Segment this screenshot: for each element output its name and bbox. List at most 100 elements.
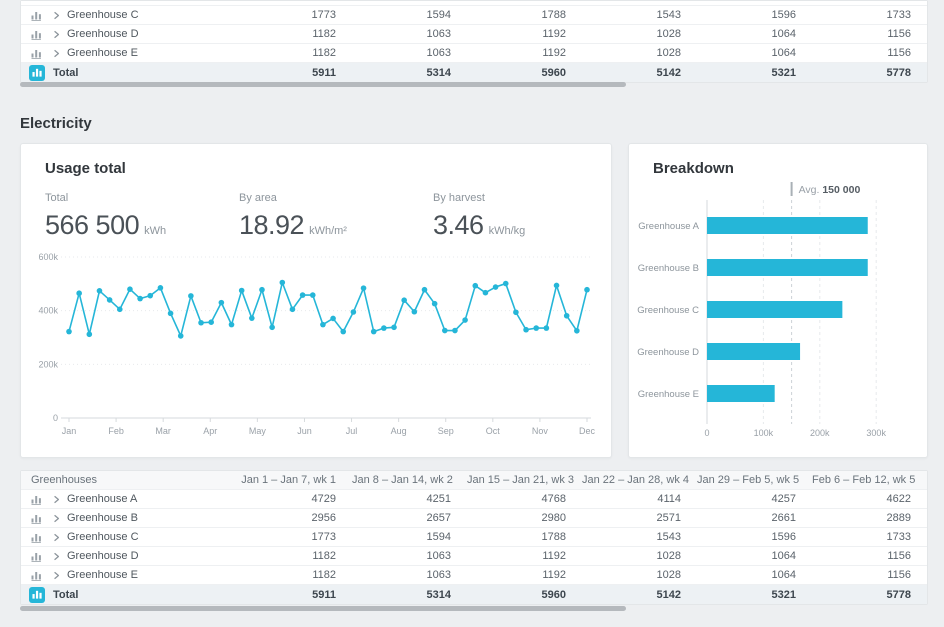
row-name-cell: Greenhouse D bbox=[21, 547, 237, 565]
card-title: Breakdown bbox=[653, 160, 734, 177]
stat-label: By harvest bbox=[433, 192, 485, 204]
chevron-right-icon[interactable] bbox=[52, 30, 61, 39]
chevron-right-icon[interactable] bbox=[52, 495, 61, 504]
table-cell: 1063 bbox=[426, 47, 451, 59]
chevron-right-icon[interactable] bbox=[52, 552, 61, 561]
row-name-cell: Total bbox=[21, 586, 237, 604]
svg-text:Greenhouse B: Greenhouse B bbox=[638, 263, 699, 274]
table-cell: 1182 bbox=[312, 550, 336, 562]
stat-unit: kWh/kg bbox=[488, 225, 526, 237]
bar-chart-icon[interactable] bbox=[31, 493, 43, 505]
svg-text:Dec: Dec bbox=[579, 426, 596, 436]
usage-line-chart[interactable]: 0 200k 400k 600k Jan Feb Mar Apr May Jun Jul Aug Sep… bbox=[21, 244, 613, 444]
total-label: Total bbox=[53, 66, 79, 79]
bar-chart-icon[interactable] bbox=[29, 586, 45, 603]
bar-greenhouse-a[interactable] bbox=[707, 217, 868, 234]
bar-chart-icon[interactable] bbox=[31, 569, 43, 581]
table-cell: 1063 bbox=[426, 569, 451, 581]
svg-text:0: 0 bbox=[704, 428, 709, 438]
column-header-greenhouses[interactable]: Greenhouses bbox=[31, 474, 98, 486]
stat-value: 18.92 kWh/m² bbox=[239, 210, 347, 240]
column-header-week[interactable]: Jan 15 – Jan 21, wk 3 bbox=[467, 474, 575, 486]
table-cell: 4729 bbox=[311, 493, 336, 505]
stat-by-harvest: By harvest 3.46 kWh/kg bbox=[433, 192, 627, 241]
greenhouse-name: Greenhouse D bbox=[67, 28, 139, 40]
stat-unit: kWh bbox=[144, 225, 167, 237]
table-cell: 1192 bbox=[542, 47, 566, 59]
svg-text:600k: 600k bbox=[38, 252, 58, 262]
table-cell: 1594 bbox=[426, 531, 451, 543]
table-cell: 5911 bbox=[312, 588, 336, 601]
horizontal-scrollbar[interactable] bbox=[20, 82, 928, 88]
table-cell: 2571 bbox=[656, 512, 681, 524]
row-name-cell: Total bbox=[21, 64, 237, 82]
table-row[interactable]: Greenhouse D 1182 1063 1192 1028 1064 1156 bbox=[21, 547, 927, 566]
table-cell: 1773 bbox=[311, 9, 336, 21]
table-cell: 1028 bbox=[656, 550, 681, 562]
table-cell: 1192 bbox=[542, 28, 566, 40]
table-cell: 5778 bbox=[886, 588, 911, 601]
table-row[interactable]: Greenhouse B 2956 2657 2980 2571 2661 2889 bbox=[21, 509, 927, 528]
table-cell: 5142 bbox=[656, 66, 681, 79]
bar-chart-icon[interactable] bbox=[31, 512, 43, 524]
chevron-right-icon[interactable] bbox=[52, 49, 61, 58]
bar-greenhouse-d[interactable] bbox=[707, 343, 801, 360]
table-row[interactable]: Greenhouse E 1182 1063 1192 1028 1064 1156 bbox=[21, 44, 927, 63]
chevron-right-icon[interactable] bbox=[52, 571, 61, 580]
bar-greenhouse-b[interactable] bbox=[707, 259, 868, 276]
svg-text:100k: 100k bbox=[754, 428, 774, 438]
table-row[interactable]: Greenhouse D 1182 1063 1192 1028 1064 1156 bbox=[21, 25, 927, 44]
table-header-row: Greenhouses Jan 1 – Jan 7, wk 1 Jan 8 – Ja… bbox=[21, 471, 927, 490]
table-cell: 1192 bbox=[542, 550, 566, 562]
bar-greenhouse-e[interactable] bbox=[707, 385, 775, 402]
scrollbar-thumb[interactable] bbox=[20, 606, 626, 611]
table-cell: 2980 bbox=[541, 512, 566, 524]
greenhouse-name: Greenhouse C bbox=[67, 531, 139, 543]
stat-value: 566 500 kWh bbox=[45, 210, 167, 240]
bar-chart-icon[interactable] bbox=[31, 531, 43, 543]
table-cell: 5321 bbox=[771, 588, 796, 601]
table-row[interactable]: Greenhouse C 1773 1594 1788 1543 1596 1733 bbox=[21, 528, 927, 547]
usage-stats: Total 566 500 kWh By area 18.92 kWh/m² By … bbox=[45, 192, 627, 241]
column-header-week[interactable]: Jan 1 – Jan 7, wk 1 bbox=[241, 474, 336, 486]
table-row[interactable]: Greenhouse A 4729 4251 4768 4114 4257 4622 bbox=[21, 490, 927, 509]
bar-chart-icon[interactable] bbox=[31, 28, 43, 40]
bar-chart-icon[interactable] bbox=[29, 64, 45, 81]
scrollbar-thumb[interactable] bbox=[20, 82, 626, 87]
column-header-week[interactable]: Jan 22 – Jan 28, wk 4 bbox=[582, 474, 690, 486]
chevron-right-icon[interactable] bbox=[52, 11, 61, 20]
breakdown-bar-chart[interactable]: 0 100k 200k 300k Avg. 150 000 Greenhouse A Gre… bbox=[629, 174, 929, 446]
chevron-right-icon[interactable] bbox=[52, 514, 61, 523]
bottom-greenhouse-table: Greenhouses Jan 1 – Jan 7, wk 1 Jan 8 – Ja… bbox=[20, 470, 928, 605]
column-header-week[interactable]: Feb 6 – Feb 12, wk 5 bbox=[812, 474, 916, 486]
column-header-week[interactable]: Jan 29 – Feb 5, wk 5 bbox=[697, 474, 800, 486]
table-cell: 1733 bbox=[886, 531, 911, 543]
bar-chart-icon[interactable] bbox=[31, 9, 43, 21]
table-cell: 1028 bbox=[656, 28, 681, 40]
table-cell: 4257 bbox=[771, 493, 796, 505]
chevron-right-icon[interactable] bbox=[52, 533, 61, 542]
svg-text:Jul: Jul bbox=[346, 426, 358, 436]
svg-text:Aug: Aug bbox=[391, 426, 407, 436]
bar-greenhouse-c[interactable] bbox=[707, 301, 843, 318]
table-cell: 1182 bbox=[312, 47, 336, 59]
svg-text:Apr: Apr bbox=[203, 426, 217, 436]
row-name-cell: Greenhouse C bbox=[21, 528, 237, 546]
table-row[interactable]: Greenhouse C 1773 1594 1788 1543 1596 1733 bbox=[21, 6, 927, 25]
column-header-week[interactable]: Jan 8 – Jan 14, wk 2 bbox=[352, 474, 453, 486]
svg-text:Jun: Jun bbox=[297, 426, 312, 436]
table-row[interactable]: Greenhouse E 1182 1063 1192 1028 1064 1156 bbox=[21, 566, 927, 585]
svg-text:Sep: Sep bbox=[438, 426, 454, 436]
horizontal-scrollbar[interactable] bbox=[20, 606, 928, 612]
stat-by-area: By area 18.92 kWh/m² bbox=[239, 192, 433, 241]
table-cell: 1596 bbox=[771, 531, 796, 543]
top-greenhouse-table: Greenhouse C 1773 1594 1788 1543 1596 1733 Gree… bbox=[20, 0, 928, 83]
bar-chart-icon[interactable] bbox=[31, 47, 43, 59]
row-name-cell: Greenhouse A bbox=[21, 490, 237, 508]
bar-chart-icon[interactable] bbox=[31, 550, 43, 562]
table-total-row[interactable]: Total 5911 5314 5960 5142 5321 5778 bbox=[21, 63, 927, 82]
table-total-row[interactable]: Total 5911 5314 5960 5142 5321 5778 bbox=[21, 585, 927, 604]
usage-total-card: Usage total Total 566 500 kWh By area 18.… bbox=[20, 143, 612, 458]
table-cell: 1156 bbox=[887, 550, 911, 562]
svg-text:Oct: Oct bbox=[486, 426, 501, 436]
